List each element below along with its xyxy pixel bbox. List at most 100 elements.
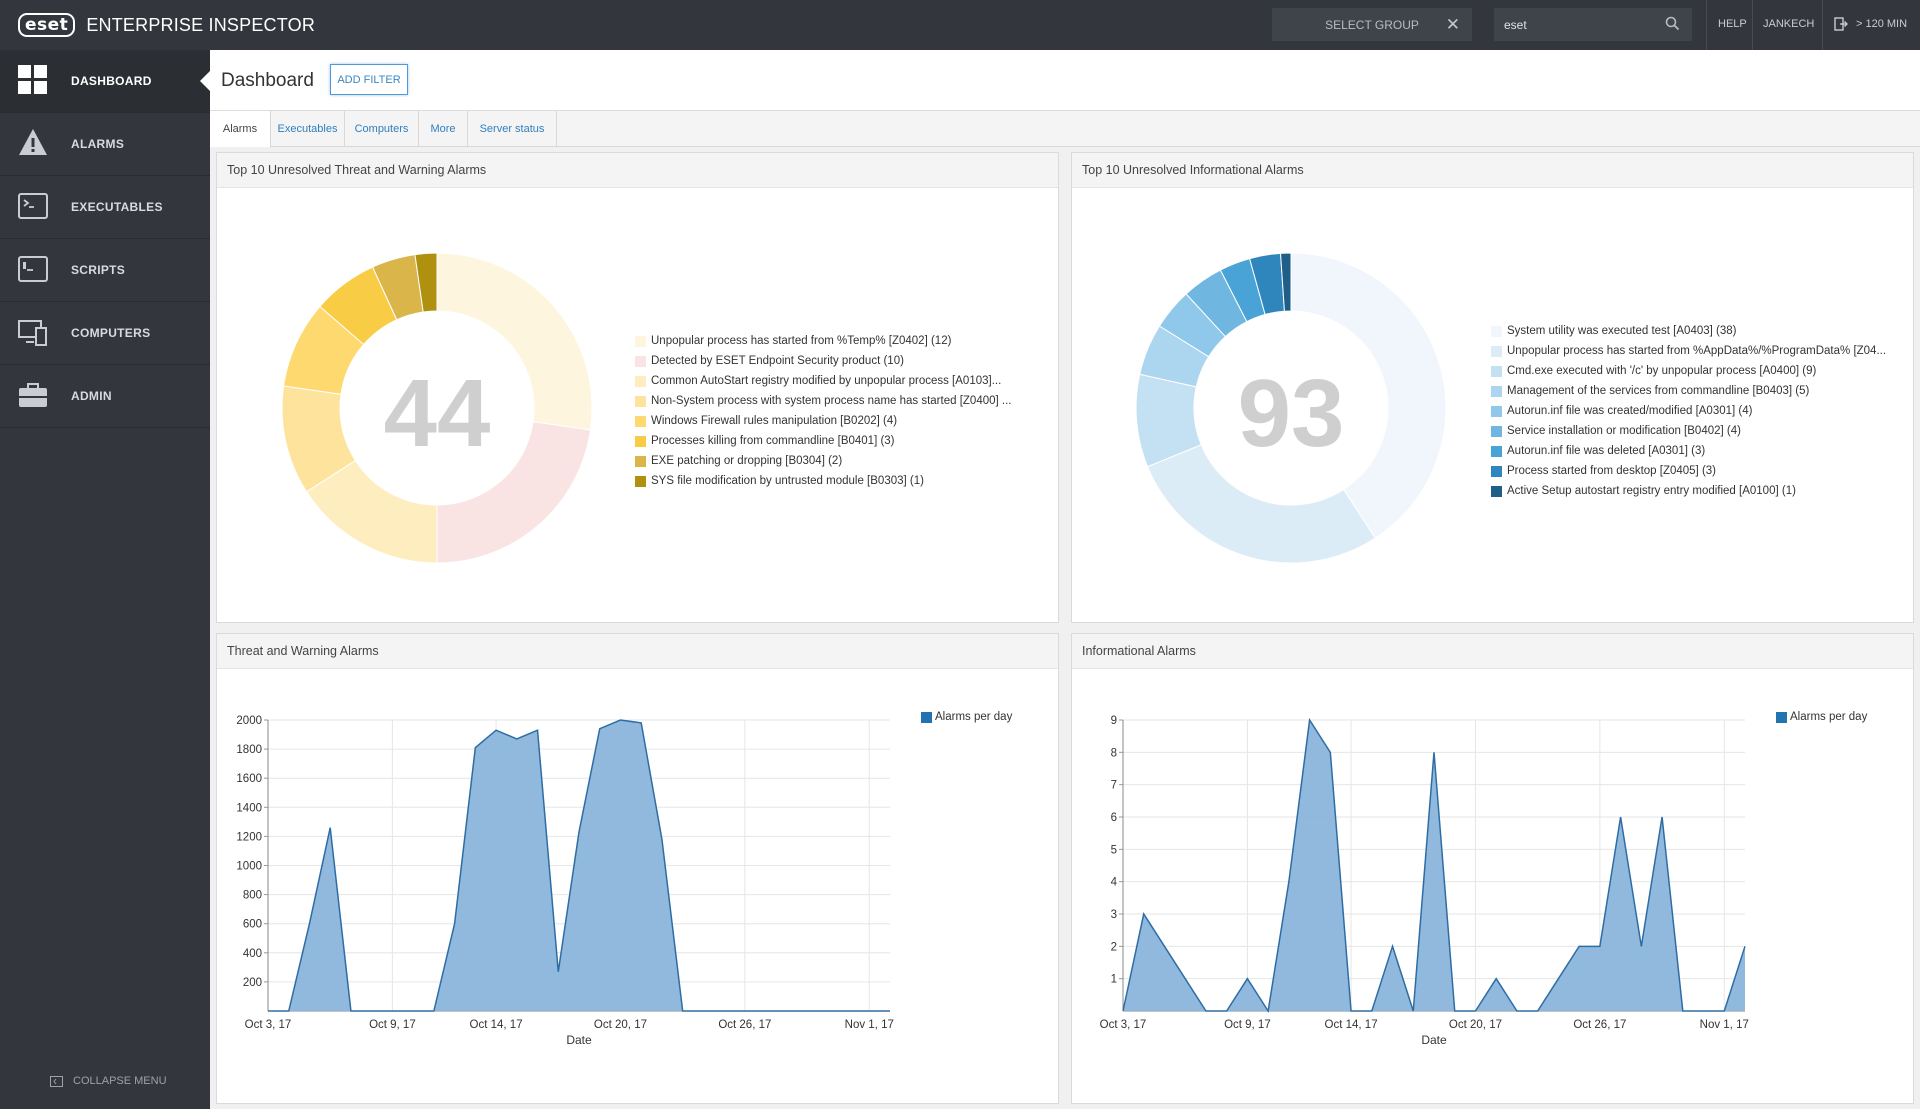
info-area-chart: 1 2 3 4 5 6 7 8 9 Oct 3, 17 Oct 9, 17 Oct 14, 17 Oct… — [1100, 715, 1749, 1047]
legend-item[interactable]: Service installation or modification [B0… — [1491, 421, 1886, 441]
legend-swatch — [635, 435, 646, 447]
legend-item[interactable]: Autorun.inf file was created/modified [A… — [1491, 401, 1886, 421]
threat-area-panel: Threat and Warning Alarms 200 400 600 800 10… — [216, 633, 1059, 1104]
legend-label: Non-System process with system process n… — [651, 395, 1012, 407]
y-tick-label: 400 — [243, 948, 262, 960]
info-donut-chart: 93 — [1135, 252, 1447, 564]
legend-swatch — [1491, 325, 1502, 337]
y-tick-label: 1000 — [236, 861, 262, 873]
legend-item[interactable]: Cmd.exe executed with '/c' by unpopular … — [1491, 361, 1886, 381]
x-tick-label: Oct 3, 17 — [245, 1019, 292, 1031]
legend-item[interactable]: Windows Firewall rules manipulation [B02… — [635, 411, 1011, 431]
legend-item[interactable]: Unpopular process has started from %AppD… — [1491, 341, 1886, 361]
y-tick-label: 7 — [1111, 780, 1117, 792]
sidebar-item-computers[interactable]: COMPUTERS — [0, 302, 210, 365]
x-tick-label: Oct 20, 17 — [1449, 1019, 1502, 1031]
legend-item[interactable]: Processes killing from commandline [B040… — [635, 431, 1011, 451]
legend-item[interactable]: EXE patching or dropping [B0304] (2) — [635, 451, 1011, 471]
sidebar-item-alarms[interactable]: ALARMS — [0, 113, 210, 176]
collapse-icon — [50, 1075, 63, 1087]
legend-label: Unpopular process has started from %AppD… — [1507, 345, 1887, 357]
tab-executables[interactable]: Executables — [271, 111, 345, 146]
legend-swatch — [635, 475, 646, 487]
tab-alarms[interactable]: Alarms — [210, 111, 271, 147]
legend-item[interactable]: Unpopular process has started from %Temp… — [635, 331, 1011, 351]
collapse-menu-label: COLLAPSE MENU — [73, 1075, 167, 1087]
legend-swatch — [635, 355, 646, 367]
tab-server-status[interactable]: Server status — [468, 111, 557, 146]
legend-item[interactable]: SYS file modification by untrusted modul… — [635, 471, 1011, 491]
sidebar-item-admin[interactable]: ADMIN — [0, 365, 210, 428]
collapse-menu-button[interactable]: COLLAPSE MENU — [50, 1075, 167, 1087]
legend-label: Processes killing from commandline [B040… — [651, 435, 895, 447]
legend-item[interactable]: Process started from desktop [Z0405] (3) — [1491, 461, 1886, 481]
tab-computers[interactable]: Computers — [345, 111, 419, 146]
legend-label: Active Setup autostart registry entry mo… — [1507, 485, 1796, 497]
legend-item[interactable]: System utility was executed test [A0403]… — [1491, 321, 1886, 341]
donut-slice[interactable] — [414, 252, 438, 313]
legend-label: Process started from desktop [Z0405] (3) — [1507, 465, 1717, 477]
eset-logo: eset — [18, 13, 76, 37]
x-tick-label: Oct 20, 17 — [594, 1019, 647, 1031]
sidebar-item-label: ALARMS — [71, 137, 125, 151]
computers-icon — [18, 320, 47, 346]
help-link[interactable]: HELP — [1718, 18, 1747, 30]
donut-slice[interactable] — [436, 252, 593, 431]
legend-item[interactable]: Active Setup autostart registry entry mo… — [1491, 481, 1886, 501]
page-title: Dashboard — [221, 70, 314, 91]
legend-label: Common AutoStart registry modified by un… — [651, 375, 1002, 387]
legend-swatch — [635, 415, 646, 427]
sidebar-item-scripts[interactable]: SCRIPTS — [0, 239, 210, 302]
series-line — [1122, 717, 1746, 1014]
search-input[interactable] — [1502, 16, 1656, 33]
donut-slice[interactable] — [1290, 252, 1447, 539]
legend-item[interactable]: Non-System process with system process n… — [635, 391, 1011, 411]
legend-swatch — [1776, 711, 1787, 723]
app-logo[interactable]: eset ENTERPRISE INSPECTOR — [18, 12, 315, 38]
legend-label: Service installation or modification [B0… — [1507, 425, 1741, 437]
add-filter-button[interactable]: ADD FILTER — [330, 64, 408, 95]
sidebar-item-label: EXECUTABLES — [71, 200, 163, 214]
legend-swatch — [1491, 345, 1502, 357]
legend-swatch — [1491, 485, 1502, 497]
legend-label: Autorun.inf file was created/modified [A… — [1507, 405, 1753, 417]
search-box[interactable] — [1494, 8, 1692, 41]
legend-label: Autorun.inf file was deleted [A0301] (3) — [1507, 445, 1706, 457]
tab-more[interactable]: More — [419, 111, 468, 146]
donut-slice[interactable] — [1280, 252, 1292, 312]
chart-legend: Alarms per day — [921, 711, 1012, 723]
user-link[interactable]: JANKECH — [1763, 18, 1815, 30]
legend-item[interactable]: Autorun.inf file was deleted [A0301] (3) — [1491, 441, 1886, 461]
page-header: Dashboard ADD FILTER — [210, 50, 1920, 111]
session-timeout: > 120 MIN — [1856, 18, 1908, 30]
sidebar-item-executables[interactable]: EXECUTABLES — [0, 176, 210, 239]
clear-group-icon[interactable]: ✕ — [1445, 15, 1460, 34]
panel-title: Top 10 Unresolved Threat and Warning Ala… — [217, 153, 1058, 188]
logout-icon[interactable] — [1834, 17, 1848, 31]
select-group-label: SELECT GROUP — [1325, 17, 1419, 32]
legend-item[interactable]: Common AutoStart registry modified by un… — [635, 371, 1011, 391]
terminal-icon — [18, 193, 48, 219]
script-icon — [18, 256, 48, 282]
legend-item[interactable]: Detected by ESET Endpoint Security produ… — [635, 351, 1011, 371]
donut-total: 44 — [384, 360, 491, 467]
legend-label: Management of the services from commandl… — [1507, 385, 1810, 397]
x-tick-label: Oct 26, 17 — [1573, 1019, 1626, 1031]
divider — [1706, 0, 1707, 50]
sidebar: DASHBOARD ALARMS EXECUTABLES SCRIPTS — [0, 50, 210, 1109]
chart-legend: Alarms per day — [1776, 711, 1867, 723]
y-tick-label: 800 — [243, 890, 262, 902]
sidebar-item-dashboard[interactable]: DASHBOARD — [0, 50, 210, 113]
select-group-dropdown[interactable]: SELECT GROUP ✕ — [1272, 8, 1472, 41]
threat-area-chart: 200 400 600 800 1000 1200 1400 1600 1800 2000 Oct … — [236, 715, 893, 1047]
donut-slice[interactable] — [1146, 444, 1376, 564]
donut-total: 93 — [1238, 360, 1345, 467]
legend-item[interactable]: Management of the services from commandl… — [1491, 381, 1886, 401]
search-icon[interactable] — [1665, 16, 1680, 31]
y-tick-label: 6 — [1111, 812, 1117, 824]
app-title: ENTERPRISE INSPECTOR — [86, 14, 316, 35]
sidebar-item-label: ADMIN — [71, 389, 112, 403]
x-tick-label: Oct 14, 17 — [470, 1019, 523, 1031]
donut-slice[interactable] — [436, 421, 591, 564]
sidebar-item-label: DASHBOARD — [71, 74, 152, 88]
